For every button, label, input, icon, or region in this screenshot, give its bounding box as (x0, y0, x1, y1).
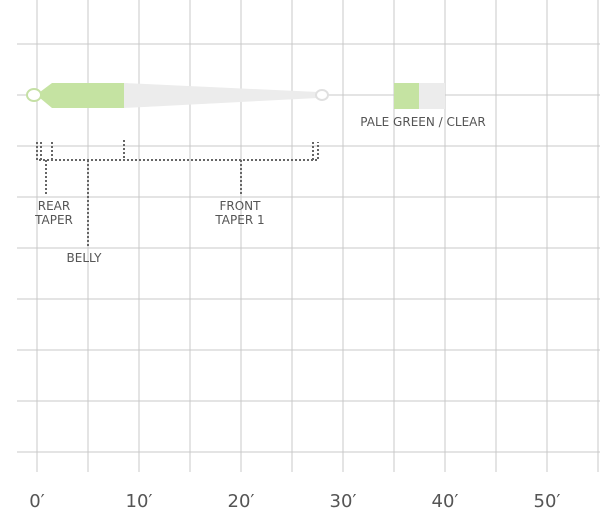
axis-label: 50′ (534, 491, 561, 512)
front-taper-label: FRONT TAPER 1 (214, 199, 264, 227)
fly-line (26, 83, 329, 108)
belly-label: BELLY (67, 251, 103, 265)
axis-label: 20′ (228, 491, 255, 512)
rear-taper-label: REAR TAPER (34, 199, 73, 227)
axis-label: 0′ (29, 491, 45, 512)
axis-label: 10′ (126, 491, 153, 512)
axis-label: 30′ (330, 491, 357, 512)
axis-label: 40′ (432, 491, 459, 512)
color-label: PALE GREEN / CLEAR (360, 115, 485, 129)
color-swatch (394, 83, 445, 109)
grid (17, 0, 600, 472)
brackets (36, 140, 319, 246)
